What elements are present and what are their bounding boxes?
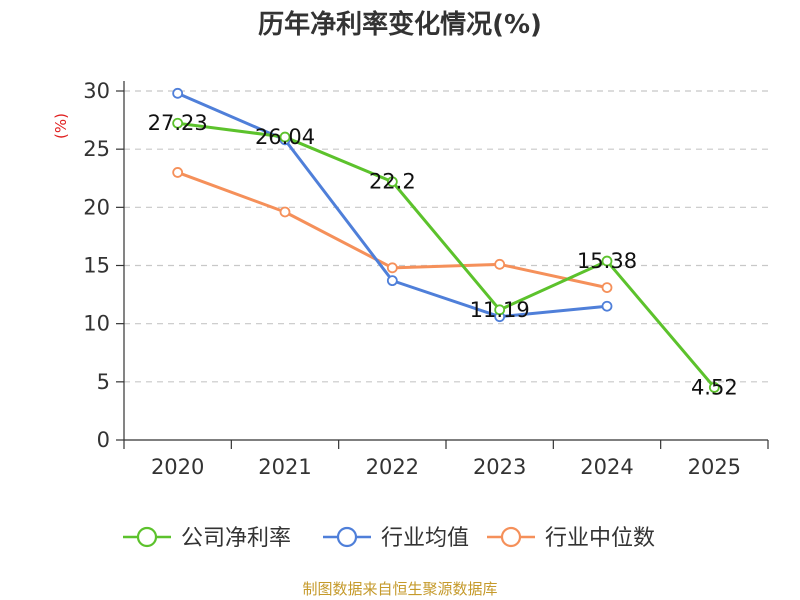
- data-label: 15.38: [577, 249, 637, 273]
- legend-label: 行业均值: [381, 526, 469, 551]
- x-tick-label: 2025: [688, 455, 741, 479]
- data-point[interactable]: [386, 176, 398, 188]
- y-tick-label: 0: [97, 428, 110, 452]
- data-label: 27.23: [148, 111, 208, 135]
- data-point[interactable]: [386, 275, 398, 287]
- legend-marker: [336, 526, 358, 548]
- x-tick-label: 2023: [473, 455, 526, 479]
- data-point[interactable]: [601, 282, 613, 294]
- source-note: 制图数据来自恒生聚源数据库: [302, 580, 497, 598]
- data-point[interactable]: [279, 206, 291, 218]
- x-tick-label: 2024: [580, 455, 633, 479]
- y-tick-label: 30: [83, 79, 110, 103]
- y-tick-label: 20: [83, 195, 110, 219]
- data-point[interactable]: [601, 300, 613, 312]
- y-tick-label: 5: [97, 370, 110, 394]
- x-tick-label: 2020: [151, 455, 204, 479]
- data-point[interactable]: [172, 87, 184, 99]
- y-tick-label: 15: [83, 254, 110, 278]
- data-point[interactable]: [494, 304, 506, 316]
- legend-item-1[interactable]: 行业均值: [323, 526, 469, 551]
- data-label: 11.19: [470, 298, 530, 322]
- data-point[interactable]: [708, 382, 720, 393]
- chart-title: 历年净利率变化情况(%): [258, 9, 542, 40]
- data-point[interactable]: [494, 258, 506, 270]
- data-point[interactable]: [279, 131, 291, 143]
- legend[interactable]: 公司净利率 行业均值 行业中位数: [123, 526, 655, 551]
- legend-item-2[interactable]: 行业中位数: [487, 526, 655, 551]
- x-tick-label: 2022: [366, 455, 419, 479]
- data-point[interactable]: [601, 255, 613, 267]
- y-axis-unit: (%): [52, 113, 70, 139]
- data-label: 22.2: [369, 170, 416, 194]
- series-layer: [172, 87, 720, 393]
- y-tick-label: 10: [83, 312, 110, 336]
- legend-label: 行业中位数: [545, 526, 655, 551]
- series-line-0: [177, 121, 716, 389]
- x-tick-label: 2021: [258, 455, 311, 479]
- legend-marker: [136, 526, 158, 548]
- data-point[interactable]: [172, 167, 184, 178]
- data-label: 4.52: [691, 375, 738, 399]
- data-labels: 27.23 26.04 22.2 11.19 15.38 4.52: [148, 111, 738, 399]
- data-point[interactable]: [386, 262, 398, 274]
- y-tick-label: 25: [83, 137, 110, 161]
- legend-marker: [500, 526, 522, 548]
- legend-item-0[interactable]: 公司净利率: [123, 526, 291, 551]
- data-label: 26.04: [255, 125, 315, 149]
- legend-label: 公司净利率: [181, 526, 291, 551]
- data-point[interactable]: [172, 117, 184, 129]
